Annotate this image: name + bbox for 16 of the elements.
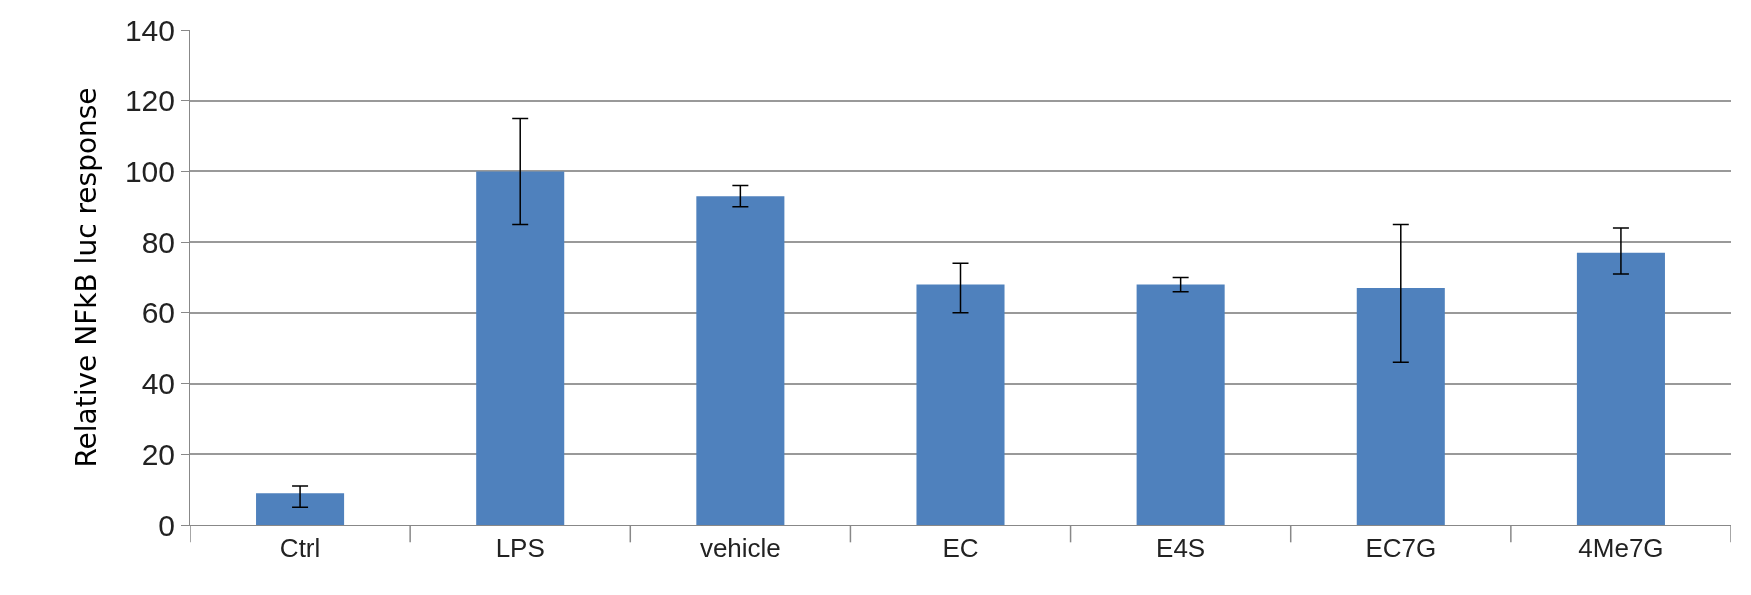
y-tick-label: 100 <box>124 154 175 188</box>
y-tick-label: 140 <box>124 13 175 47</box>
y-tick-label: 80 <box>141 225 175 259</box>
y-tick-label: 120 <box>124 84 175 118</box>
x-tick-label: LPS <box>495 533 545 564</box>
y-tick-label: 60 <box>141 296 175 330</box>
y-axis-title: Relative NFkB luc response <box>69 87 103 468</box>
x-tick-label: E4S <box>1156 533 1206 564</box>
y-tick-label: 0 <box>158 508 175 542</box>
x-tick-label: vehicle <box>699 533 781 564</box>
y-tick-label: 20 <box>141 437 175 471</box>
x-tick-label: EC <box>942 533 979 564</box>
x-tick-label: Ctrl <box>279 533 321 564</box>
x-tick-label: 4Me7G <box>1578 533 1664 564</box>
y-tick-label: 40 <box>141 367 175 401</box>
x-tick-label: EC7G <box>1365 533 1437 564</box>
